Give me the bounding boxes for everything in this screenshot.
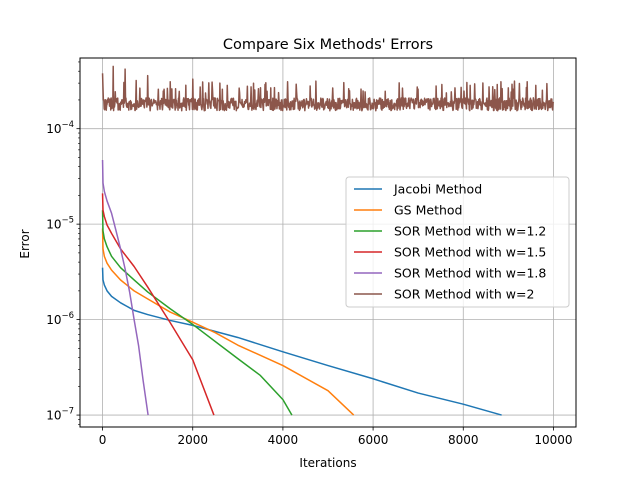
legend-box [345,176,570,308]
legend-label: SOR Method with w=2 [394,287,534,302]
legend: Jacobi Method GS Method SOR Method with w=… [345,176,570,308]
x-tick-label: 2000 [177,433,208,447]
y-axis-label: Error [18,229,32,258]
legend-label: SOR Method with w=1.5 [394,245,546,260]
chart-title: Compare Six Methods' Errors [223,37,433,53]
y-tick-label: 10−5 [46,216,74,232]
y-tick-label: 10−7 [46,407,74,423]
series-line-1 [101,267,502,416]
legend-label: GS Method [394,203,462,218]
series-line-6 [101,65,555,112]
x-tick-label: 4000 [268,433,299,447]
y-tick-label: 10−6 [46,311,74,327]
series-line-3 [101,210,293,416]
series-line-2 [101,228,355,416]
legend-label: Jacobi Method [393,182,482,197]
series-line-5 [101,159,149,416]
x-tick-label: 10000 [534,433,572,447]
legend-label: SOR Method with w=1.8 [394,266,546,281]
y-tick-label: 10−4 [46,120,74,136]
x-axis-label: Iterations [299,456,356,470]
x-tick-label: 0 [99,433,107,447]
x-tick-label: 6000 [358,433,389,447]
legend-label: SOR Method with w=1.2 [394,224,546,239]
axes-frame [79,57,577,428]
y-axis-ticks: 10−7 10−6 10−5 10−4 [46,61,80,425]
plot-area [101,65,555,416]
x-tick-label: 8000 [448,433,479,447]
x-axis-ticks: 0 2000 4000 6000 8000 10000 [99,427,573,447]
